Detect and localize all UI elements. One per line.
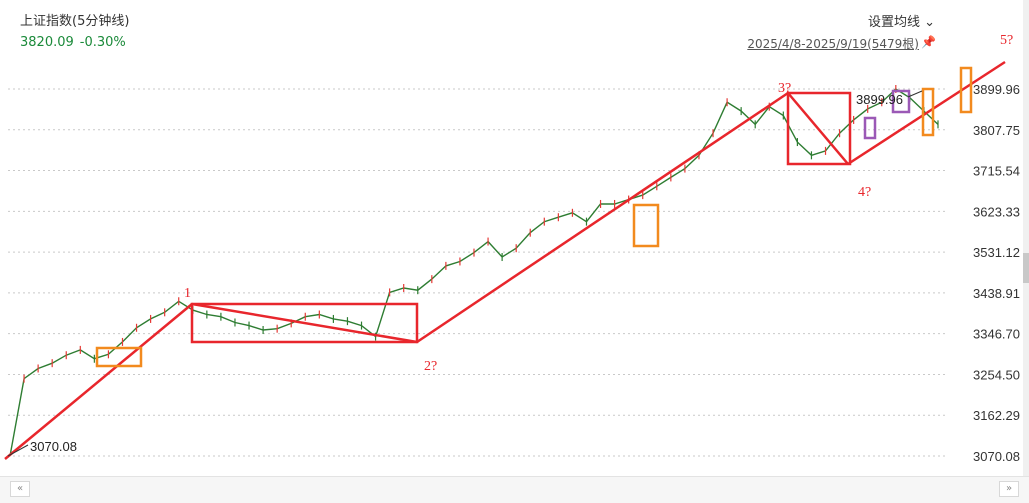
wave-label-4: 4? bbox=[858, 185, 871, 200]
chevron-down-icon: ⌄ bbox=[924, 15, 935, 30]
highlight-box bbox=[632, 203, 660, 248]
scroll-right-icon[interactable]: » bbox=[999, 481, 1019, 497]
consolidation-box bbox=[190, 302, 419, 344]
y-tick-label: 3346.70 bbox=[973, 327, 1020, 342]
y-tick-label: 3070.08 bbox=[973, 449, 1020, 464]
wave-label-2: 2? bbox=[424, 359, 437, 374]
wave-line bbox=[416, 91, 789, 344]
last-price: 3820.09 bbox=[20, 35, 74, 50]
scroll-thumb[interactable] bbox=[1023, 253, 1029, 283]
wave-label-3: 3? bbox=[778, 81, 791, 96]
wave-line bbox=[787, 92, 849, 165]
chart-title: 上证指数(5分钟线) bbox=[20, 14, 130, 29]
y-tick-label: 3438.91 bbox=[973, 286, 1020, 301]
scroll-left-icon[interactable]: « bbox=[10, 481, 30, 497]
wave-label-1: 1 bbox=[184, 286, 191, 301]
y-tick-label: 3715.54 bbox=[973, 164, 1020, 179]
callout-arrow bbox=[7, 444, 29, 457]
horizontal-scrollbar[interactable]: « » bbox=[0, 476, 1029, 503]
high-value-label: 3899.96 bbox=[856, 92, 903, 107]
y-tick-label: 3623.33 bbox=[973, 204, 1020, 219]
consolidation-box bbox=[786, 91, 852, 166]
settings-ma-button[interactable]: 设置均线 ⌄ bbox=[867, 15, 935, 30]
vertical-scrollbar[interactable] bbox=[1023, 0, 1029, 477]
callout-arrow bbox=[907, 90, 923, 98]
y-tick-label: 3531.12 bbox=[973, 245, 1020, 260]
highlight-box bbox=[95, 346, 143, 368]
wave-line bbox=[847, 60, 1006, 166]
date-range[interactable]: 2025/4/8-2025/9/19(5479根) bbox=[747, 37, 919, 51]
price-quote: 3820.09 -0.30% bbox=[20, 35, 132, 50]
highlight-box bbox=[891, 89, 911, 114]
price-change: -0.30% bbox=[79, 35, 126, 50]
start-value-label: 3070.08 bbox=[30, 439, 77, 454]
price-series-line bbox=[9, 88, 939, 457]
wave-line bbox=[191, 302, 418, 344]
y-tick-label: 3162.29 bbox=[973, 408, 1020, 423]
y-tick-label: 3807.75 bbox=[973, 123, 1020, 138]
wave-line bbox=[4, 303, 193, 460]
highlight-box bbox=[921, 87, 935, 137]
y-tick-label: 3899.96 bbox=[973, 82, 1020, 97]
pin-icon[interactable]: 📌 bbox=[921, 35, 936, 49]
wave-label-5: 5? bbox=[1000, 33, 1013, 48]
highlight-box bbox=[959, 66, 973, 114]
y-tick-label: 3254.50 bbox=[973, 367, 1020, 382]
highlight-box bbox=[863, 116, 877, 140]
